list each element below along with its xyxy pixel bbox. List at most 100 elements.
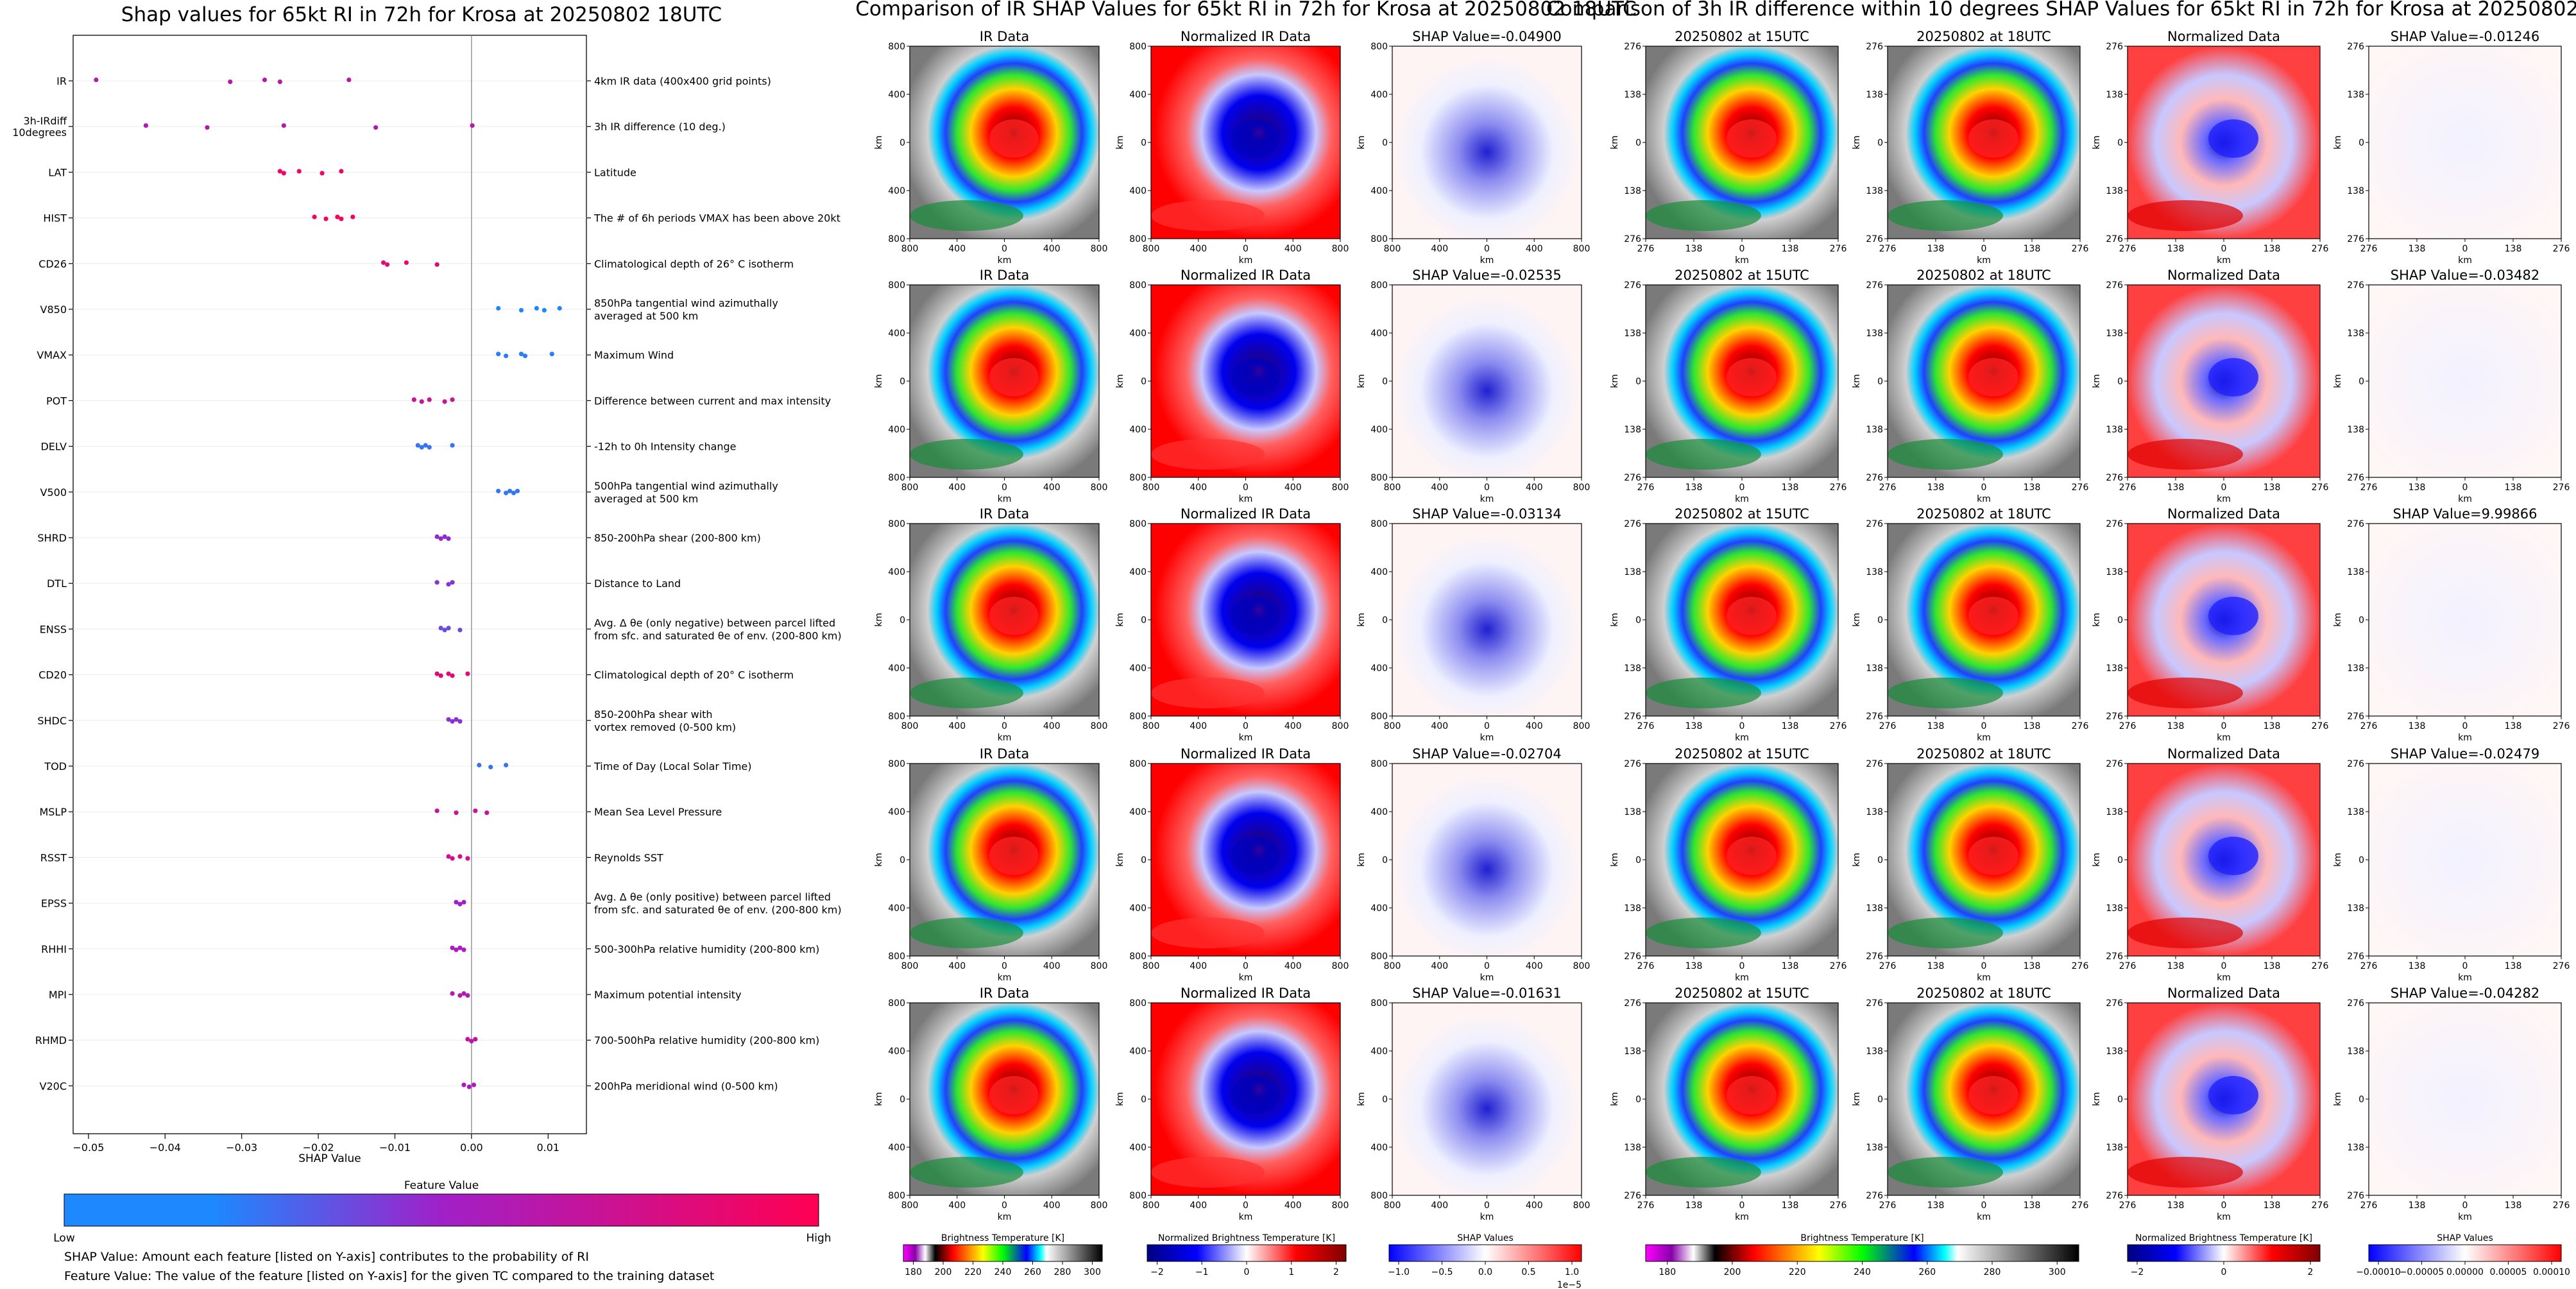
shap-point: [450, 719, 455, 724]
y-axis-unit: km: [1356, 374, 1367, 388]
x-tick-label: 800: [1573, 1200, 1591, 1211]
image-subplot: Normalized IR Data8008004004000040040080…: [1115, 986, 1349, 1222]
storm-core: [1230, 119, 1280, 158]
x-tick-label: 0: [1981, 482, 1987, 493]
y-tick-label: 138: [1624, 567, 1641, 577]
x-tick-label: 0: [2462, 482, 2468, 493]
x-axis-label: SHAP Value: [298, 1152, 361, 1165]
feature-name: VMAX: [37, 349, 67, 361]
x-tick-label: 138: [1927, 721, 1945, 731]
y-tick-label: 138: [1624, 903, 1641, 914]
image-subplot: Normalized Data2762761381380013813827627…: [2092, 986, 2328, 1222]
cloud-band: [1646, 1157, 1761, 1188]
x-tick-label: 276: [2312, 482, 2329, 493]
x-tick-label: 0: [1243, 1200, 1249, 1211]
feature-name: LAT: [48, 166, 67, 178]
y-tick-label: 800: [1129, 759, 1147, 769]
x-tick-label: 138: [1685, 1200, 1703, 1211]
shap-point: [446, 854, 451, 859]
x-tick-label: 400: [1431, 1200, 1448, 1211]
y-axis-unit: km: [1852, 374, 1862, 388]
y-tick-label: 800: [1129, 712, 1147, 722]
cloud-band: [910, 678, 1023, 708]
cloud-band: [910, 1157, 1023, 1188]
y-tick-label: 276: [1624, 998, 1641, 1009]
image-field: [1392, 46, 1582, 239]
storm-core: [989, 597, 1039, 635]
x-tick-label: 276: [2072, 244, 2089, 254]
feature-name: RHMD: [35, 1034, 67, 1046]
storm-core: [2208, 1076, 2258, 1114]
colorbar-high-label: High: [806, 1232, 831, 1245]
colorbar-tick-label: −2: [2131, 1267, 2144, 1277]
y-tick-label: 276: [1866, 234, 1883, 244]
x-tick-label: 0: [1739, 961, 1745, 971]
x-tick-label: 800: [1332, 721, 1349, 731]
y-tick-label: 400: [888, 90, 905, 100]
feature-description: Avg. Δ θe (only negative) between parcel…: [594, 617, 842, 642]
subplot-title: SHAP Value=-0.04900: [1412, 29, 1562, 44]
y-tick-label: 138: [2347, 663, 2364, 674]
colorbar-tick-label: −0.5: [1431, 1267, 1453, 1277]
shap-point: [473, 1037, 478, 1042]
x-tick-label: 276: [2553, 961, 2570, 971]
y-tick-label: 400: [888, 807, 905, 817]
feature-description: Avg. Δ θe (only positive) between parcel…: [594, 891, 842, 916]
x-tick-label: 276: [1637, 961, 1655, 971]
image-subplot: SHAP Value=-0.04282276276138138001381382…: [2333, 986, 2570, 1222]
shap-point: [323, 216, 328, 221]
y-tick-label: 800: [1129, 473, 1147, 483]
y-tick-label: 138: [1866, 90, 1883, 100]
y-tick-label: 138: [1866, 1046, 1883, 1057]
y-axis-unit: km: [1610, 613, 1620, 627]
storm-core: [1230, 837, 1280, 875]
storm-core: [989, 1076, 1039, 1114]
x-tick-label: 800: [1091, 482, 1108, 493]
x-tick-label: 138: [1782, 961, 1799, 971]
y-axis-unit: km: [1610, 1092, 1620, 1106]
subplot-title: SHAP Value=9.99866: [2393, 506, 2538, 522]
x-tick-label: 400: [1431, 961, 1448, 971]
shap-point: [469, 1039, 474, 1044]
y-tick-label: 800: [1129, 234, 1147, 244]
y-tick-label: 0: [1382, 377, 1388, 387]
y-tick-label: 0: [2358, 138, 2364, 148]
storm-core: [1968, 1076, 2018, 1114]
y-tick-label: 0: [1141, 615, 1147, 626]
y-tick-label: 400: [888, 329, 905, 339]
x-tick-label: 400: [1284, 1200, 1302, 1211]
shap-point: [446, 536, 451, 542]
shap-point: [461, 900, 466, 905]
x-tick-label: 0: [2221, 961, 2227, 971]
shap-point: [423, 443, 428, 448]
x-tick-label: 800: [1384, 1200, 1401, 1211]
colorbar-tick-label: −0.00005: [2400, 1267, 2444, 1277]
y-tick-label: 138: [1866, 329, 1883, 339]
y-tick-label: 138: [1624, 425, 1641, 435]
x-tick-label: 800: [1091, 1200, 1108, 1211]
x-axis-unit: km: [1480, 1212, 1494, 1222]
x-tick-label: 138: [1782, 482, 1799, 493]
y-tick-label: 276: [1624, 1191, 1641, 1201]
x-tick-label: 800: [901, 482, 919, 493]
y-tick-label: 276: [1624, 280, 1641, 291]
x-tick-label: 800: [1143, 961, 1160, 971]
x-tick-label: 0: [1484, 1200, 1490, 1211]
feature-description: 850-200hPa shear (200-800 km): [594, 532, 761, 544]
y-tick-label: 0: [2117, 138, 2123, 148]
x-tick-label: 800: [1573, 961, 1591, 971]
cloud-band: [2128, 918, 2243, 948]
y-tick-label: 0: [1877, 377, 1883, 387]
subplot-title: IR Data: [980, 986, 1030, 1001]
y-tick-label: 0: [1141, 855, 1147, 866]
x-tick-label: 276: [2553, 482, 2570, 493]
x-axis-unit: km: [2217, 1212, 2231, 1222]
y-axis-unit: km: [2092, 1092, 2102, 1106]
feature-name: DTL: [47, 577, 67, 590]
shap-point: [454, 717, 459, 722]
y-tick-label: 0: [900, 615, 905, 626]
y-tick-label: 400: [1129, 186, 1147, 196]
shap-point: [143, 123, 149, 128]
colorbar-tick-label: 280: [1054, 1267, 1071, 1277]
y-tick-label: 400: [888, 186, 905, 196]
